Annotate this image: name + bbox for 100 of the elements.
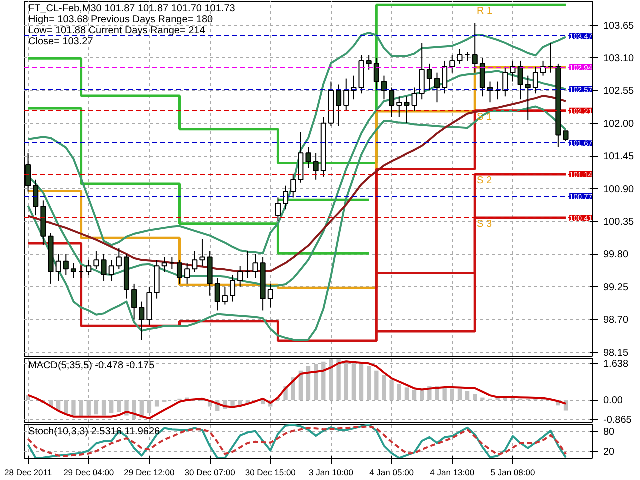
candlestick — [176, 260, 183, 284]
bar — [154, 400, 160, 407]
candlestick — [412, 87, 418, 112]
y-tick-label: 102.55 — [604, 86, 635, 98]
candlestick — [162, 256, 168, 273]
y-tick-label: 98.70 — [604, 315, 629, 326]
candlestick — [313, 152, 319, 180]
candlestick — [238, 266, 244, 288]
candlestick — [532, 66, 538, 94]
y-tick-label: 102.00 — [604, 118, 635, 130]
candlestick — [480, 57, 486, 98]
candlestick — [86, 260, 92, 276]
chart-title: FT_CL-Feb,M30 101.87 101.87 101.70 101.73 — [28, 4, 236, 14]
candlestick — [518, 60, 524, 100]
bar — [352, 362, 356, 400]
candlestick — [214, 278, 220, 312]
x-tick-label: 29 Dec 04:00 — [64, 468, 114, 478]
bar — [458, 388, 462, 400]
y-tick-label: 20 — [604, 447, 616, 458]
bar — [397, 384, 402, 400]
bar — [322, 362, 326, 400]
bar — [336, 360, 341, 400]
candlestick — [169, 256, 175, 270]
candlestick — [222, 286, 228, 306]
candlestick — [283, 185, 289, 210]
bar — [480, 398, 485, 400]
candlestick — [268, 283, 274, 308]
candlestick — [336, 84, 342, 127]
bar — [147, 400, 152, 414]
bar — [465, 391, 470, 400]
y-tick-label: 100.35 — [604, 217, 635, 228]
x-tick-label: 30 Dec 07:00 — [184, 468, 236, 478]
candlestick — [525, 75, 531, 121]
candlestick — [78, 266, 84, 279]
bar — [329, 360, 334, 400]
y-tick-label: 100.90 — [604, 184, 635, 196]
candlestick — [344, 78, 350, 112]
bar — [390, 380, 394, 400]
candlestick — [457, 48, 463, 64]
candlestick — [404, 96, 410, 124]
candlestick — [396, 96, 402, 118]
bar — [344, 360, 348, 400]
candlestick — [116, 248, 122, 270]
candlestick — [502, 66, 508, 98]
candlestick — [306, 146, 312, 168]
x-tick-label: 28 Dec 2011 — [4, 468, 52, 478]
bar — [450, 388, 454, 400]
x-tick-label: 4 Jan 05:00 — [370, 468, 414, 478]
candlestick — [56, 254, 62, 282]
candlestick — [442, 60, 448, 94]
y-tick-label: 99.25 — [604, 282, 629, 294]
bar — [359, 362, 364, 400]
candlestick — [101, 254, 107, 282]
x-tick-label: 5 Jan 08:00 — [490, 468, 536, 478]
bar — [94, 400, 99, 415]
y-tick-label: 99.80 — [604, 250, 629, 261]
y-tick-label: -0.865 — [604, 414, 632, 426]
y-tick-label: 103.65 — [604, 20, 635, 32]
candlestick — [290, 173, 296, 198]
candlestick — [374, 57, 380, 92]
bar — [72, 400, 76, 416]
candlestick — [472, 23, 478, 74]
candlestick — [132, 283, 138, 320]
bar — [404, 388, 410, 400]
bar — [382, 375, 386, 400]
candlestick — [419, 42, 425, 100]
annotation: S 2 — [477, 176, 492, 187]
candlestick — [94, 250, 100, 270]
bar — [102, 400, 106, 416]
annotation: High= 103.68 Previous Days Range= 180 — [28, 14, 214, 26]
candlestick — [389, 87, 395, 118]
bar — [374, 370, 379, 400]
bar — [117, 400, 122, 412]
annotation: R 1 — [477, 6, 494, 18]
candlestick — [563, 130, 569, 142]
candlestick — [275, 197, 281, 222]
candlestick — [426, 63, 432, 92]
candlestick — [33, 179, 39, 216]
candlestick — [63, 254, 69, 276]
candlestick — [495, 81, 501, 100]
bar — [79, 400, 84, 417]
y-tick-label: 103.10 — [604, 53, 635, 64]
candlestick — [548, 42, 554, 74]
x-tick-label: 3 Jan 10:00 — [309, 468, 354, 478]
candlestick — [192, 250, 198, 273]
bar — [110, 400, 114, 414]
candlestick — [139, 301, 145, 341]
y-tick-label: 80 — [604, 426, 616, 438]
x-tick-label: 29 Dec 12:00 — [124, 468, 176, 478]
y-tick-label: 101.45 — [604, 152, 635, 163]
bar — [367, 366, 372, 400]
bar — [473, 394, 478, 400]
candlestick — [70, 262, 76, 279]
candlestick — [200, 238, 206, 267]
candlestick — [366, 54, 372, 70]
bar — [314, 364, 318, 400]
bar — [306, 366, 311, 400]
candlestick — [381, 75, 388, 100]
bar — [442, 388, 447, 400]
candlestick — [510, 60, 516, 82]
